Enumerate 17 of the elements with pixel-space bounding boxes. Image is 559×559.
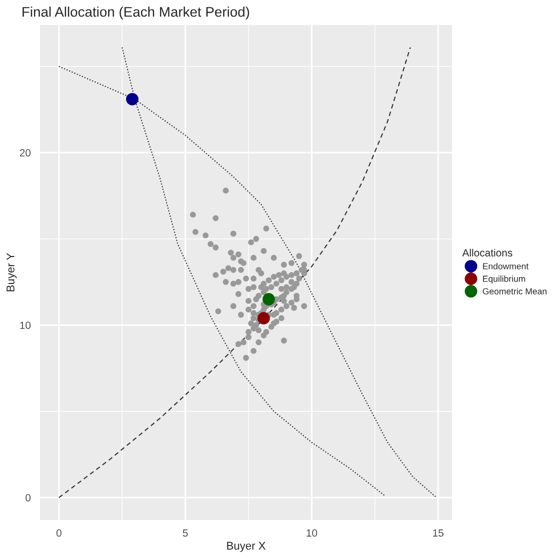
point xyxy=(257,312,270,324)
legend-label: Endowment xyxy=(483,262,529,270)
legend-label: Equilibrium xyxy=(483,275,526,284)
chart-title: Final Allocation (Each Market Period) xyxy=(22,6,250,20)
x-tick-label: 10 xyxy=(306,529,318,537)
x-tick-label: 15 xyxy=(433,529,444,537)
x-axis-title: Buyer X xyxy=(227,542,266,552)
y-tick-label: 20 xyxy=(20,149,31,157)
x-tick-label: 0 xyxy=(56,529,62,537)
legend-label: Geometric Mean xyxy=(482,288,546,294)
point xyxy=(262,293,275,306)
y-tick-label: 10 xyxy=(20,322,31,329)
point xyxy=(126,92,138,106)
y-tick-label: 0 xyxy=(26,494,31,502)
y-axis-title: Buyer Y xyxy=(6,253,17,292)
legend-title: Allocations xyxy=(462,248,512,256)
x-tick-label: 5 xyxy=(182,529,188,537)
